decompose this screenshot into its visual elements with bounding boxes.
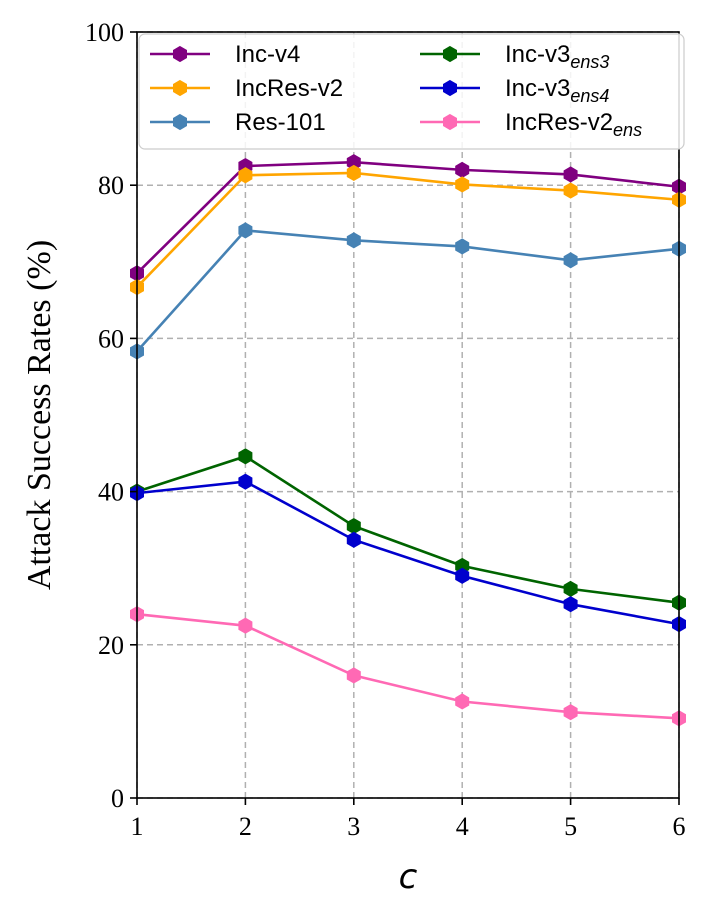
data-point: [563, 596, 578, 613]
plot-frame: [136, 31, 680, 799]
data-point: [346, 667, 361, 684]
legend-label: Inc-v3ens4: [505, 75, 609, 106]
series-4: [130, 448, 686, 611]
legend-label: IncRes-v2: [235, 75, 343, 102]
series-layer: [130, 154, 686, 727]
legend: Inc-v4 IncRes-v2 Res-101 Inc-v3ens3Inc-v3en…: [138, 33, 685, 150]
data-point: [238, 222, 253, 239]
y-tick-label: 80: [98, 171, 124, 200]
y-axis-ticks: 0 20 40 60 80 100: [85, 18, 137, 813]
data-point: [563, 166, 578, 183]
x-tick-label: 2: [239, 812, 252, 841]
x-tick-label: 6: [673, 812, 686, 841]
legend-marker: [443, 45, 457, 63]
y-tick-label: 40: [98, 478, 124, 507]
x-tick-label: 4: [456, 812, 469, 841]
x-tick-label: 5: [564, 812, 577, 841]
legend-label: Res-101: [235, 109, 326, 136]
data-point: [238, 473, 253, 490]
legend-item: Inc-v4: [150, 41, 300, 68]
legend-item: Inc-v3ens4: [420, 75, 609, 106]
data-point: [455, 176, 470, 193]
data-point: [238, 167, 253, 184]
series-6: [130, 606, 686, 727]
legend-marker: [173, 79, 187, 97]
y-axis-label: Attack Success Rates (%): [21, 240, 58, 590]
legend-marker: [443, 79, 457, 97]
y-tick-label: 60: [98, 324, 124, 353]
series-1: [130, 154, 686, 282]
data-point: [455, 567, 470, 584]
data-point: [455, 161, 470, 178]
data-point: [346, 517, 361, 535]
y-tick-label: 0: [111, 784, 124, 813]
data-point: [455, 238, 470, 255]
data-point: [346, 232, 361, 249]
data-point: [346, 164, 361, 182]
legend-marker: [443, 113, 457, 131]
data-point: [563, 704, 578, 721]
legend-marker: [173, 113, 187, 131]
series-line: [136, 229, 680, 353]
data-point: [455, 693, 470, 710]
x-axis-label: c: [399, 857, 418, 897]
series-line: [136, 612, 680, 720]
data-point: [238, 448, 253, 465]
y-tick-label: 20: [98, 631, 124, 660]
data-point: [563, 580, 578, 597]
legend-item: IncRes-v2: [150, 75, 343, 102]
series-5: [130, 473, 686, 633]
legend-item: Res-101: [150, 109, 326, 136]
data-point: [563, 182, 578, 199]
data-point: [346, 531, 361, 548]
x-axis-ticks: 1 2 3 4 5 6: [131, 798, 686, 841]
series-line: [136, 454, 680, 604]
legend-item: IncRes-v2ens: [420, 109, 642, 140]
series-line: [136, 480, 680, 626]
x-tick-label: 1: [131, 812, 144, 841]
legend-item: Inc-v3ens3: [420, 41, 609, 72]
legend-label: Inc-v4: [235, 41, 300, 68]
legend-box: [138, 33, 685, 150]
legend-label: Inc-v3ens3: [505, 41, 609, 72]
series-line: [136, 160, 680, 275]
legend-label: IncRes-v2ens: [505, 109, 642, 140]
data-point: [563, 252, 578, 269]
data-point: [238, 617, 253, 634]
x-tick-label: 3: [347, 812, 360, 841]
legend-marker: [173, 45, 187, 63]
y-tick-label: 100: [85, 18, 124, 47]
series-line: [136, 171, 680, 288]
